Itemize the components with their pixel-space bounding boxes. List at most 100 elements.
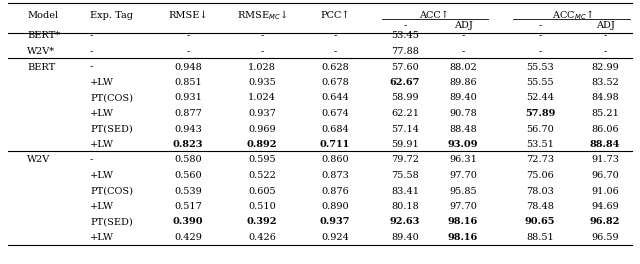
Text: 0.937: 0.937 (248, 109, 276, 118)
Text: 77.88: 77.88 (391, 47, 419, 56)
Text: +LW: +LW (90, 109, 114, 118)
Text: PCC↑: PCC↑ (320, 11, 349, 20)
Text: ADJ: ADJ (454, 21, 472, 31)
Text: W2V: W2V (27, 155, 51, 164)
Text: 98.16: 98.16 (448, 218, 478, 227)
Text: -: - (90, 47, 93, 56)
Text: 86.06: 86.06 (591, 125, 619, 134)
Text: 0.390: 0.390 (173, 218, 204, 227)
Text: 0.873: 0.873 (321, 171, 349, 180)
Text: 88.02: 88.02 (449, 63, 477, 72)
Text: 0.678: 0.678 (321, 78, 349, 87)
Text: 96.82: 96.82 (590, 218, 620, 227)
Text: -: - (90, 63, 93, 72)
Text: 1.024: 1.024 (248, 93, 276, 102)
Text: 75.06: 75.06 (526, 171, 554, 180)
Text: -: - (260, 47, 264, 56)
Text: BERT*: BERT* (27, 31, 60, 40)
Text: 75.58: 75.58 (391, 171, 419, 180)
Text: 88.48: 88.48 (449, 125, 477, 134)
Text: -: - (90, 155, 93, 164)
Text: 88.51: 88.51 (526, 233, 554, 242)
Text: -: - (461, 47, 465, 56)
Text: 0.517: 0.517 (174, 202, 202, 211)
Text: -: - (604, 47, 607, 56)
Text: -: - (538, 21, 541, 31)
Text: +LW: +LW (90, 140, 114, 149)
Text: 96.31: 96.31 (449, 155, 477, 164)
Text: 0.892: 0.892 (247, 140, 277, 149)
Text: 1.028: 1.028 (248, 63, 276, 72)
Text: -: - (333, 31, 337, 40)
Text: 56.70: 56.70 (526, 125, 554, 134)
Text: ACC↑: ACC↑ (419, 11, 449, 20)
Text: 0.937: 0.937 (320, 218, 350, 227)
Text: 0.510: 0.510 (248, 202, 276, 211)
Text: 0.924: 0.924 (321, 233, 349, 242)
Text: 83.52: 83.52 (591, 78, 619, 87)
Text: 96.59: 96.59 (591, 233, 619, 242)
Text: 72.73: 72.73 (526, 155, 554, 164)
Text: 79.72: 79.72 (391, 155, 419, 164)
Text: 78.03: 78.03 (526, 186, 554, 196)
Text: PT(COS): PT(COS) (90, 93, 133, 102)
Text: 0.860: 0.860 (321, 155, 349, 164)
Text: PT(SED): PT(SED) (90, 125, 132, 134)
Text: 89.86: 89.86 (449, 78, 477, 87)
Text: 0.580: 0.580 (174, 155, 202, 164)
Text: +LW: +LW (90, 202, 114, 211)
Text: 0.823: 0.823 (173, 140, 204, 149)
Text: 59.91: 59.91 (391, 140, 419, 149)
Text: 0.935: 0.935 (248, 78, 276, 87)
Text: +LW: +LW (90, 78, 114, 87)
Text: 0.943: 0.943 (174, 125, 202, 134)
Text: -: - (604, 31, 607, 40)
Text: -: - (260, 31, 264, 40)
Text: 0.426: 0.426 (248, 233, 276, 242)
Text: 52.44: 52.44 (526, 93, 554, 102)
Text: 0.560: 0.560 (174, 171, 202, 180)
Text: 57.60: 57.60 (391, 63, 419, 72)
Text: 55.53: 55.53 (526, 63, 554, 72)
Text: 97.70: 97.70 (449, 171, 477, 180)
Text: 93.09: 93.09 (448, 140, 478, 149)
Text: ADJ: ADJ (596, 21, 614, 31)
Text: 84.98: 84.98 (591, 93, 619, 102)
Text: 0.539: 0.539 (174, 186, 202, 196)
Text: 0.628: 0.628 (321, 63, 349, 72)
Text: 0.969: 0.969 (248, 125, 276, 134)
Text: -: - (186, 31, 189, 40)
Text: 0.522: 0.522 (248, 171, 276, 180)
Text: BERT: BERT (27, 63, 55, 72)
Text: 90.78: 90.78 (449, 109, 477, 118)
Text: 95.85: 95.85 (449, 186, 477, 196)
Text: 0.890: 0.890 (321, 202, 349, 211)
Text: +LW: +LW (90, 171, 114, 180)
Text: 85.21: 85.21 (591, 109, 619, 118)
Text: 53.45: 53.45 (391, 31, 419, 40)
Text: RMSE↓: RMSE↓ (168, 11, 208, 20)
Text: 92.63: 92.63 (390, 218, 420, 227)
Text: 88.84: 88.84 (590, 140, 620, 149)
Text: ACC$_{MC}$↑: ACC$_{MC}$↑ (552, 8, 593, 22)
Text: 62.67: 62.67 (390, 78, 420, 87)
Text: Model: Model (27, 11, 58, 20)
Text: 53.51: 53.51 (526, 140, 554, 149)
Text: 0.605: 0.605 (248, 186, 276, 196)
Text: 0.684: 0.684 (321, 125, 349, 134)
Text: 0.931: 0.931 (174, 93, 202, 102)
Text: 57.89: 57.89 (525, 109, 555, 118)
Text: 98.16: 98.16 (448, 233, 478, 242)
Text: 0.392: 0.392 (247, 218, 277, 227)
Text: 0.429: 0.429 (174, 233, 202, 242)
Text: 0.851: 0.851 (174, 78, 202, 87)
Text: 91.06: 91.06 (591, 186, 619, 196)
Text: 89.40: 89.40 (449, 93, 477, 102)
Text: 91.73: 91.73 (591, 155, 619, 164)
Text: W2V*: W2V* (27, 47, 55, 56)
Text: 96.70: 96.70 (591, 171, 619, 180)
Text: 94.69: 94.69 (591, 202, 619, 211)
Text: -: - (461, 31, 465, 40)
Text: RMSE$_{MC}$↓: RMSE$_{MC}$↓ (237, 8, 287, 22)
Text: 57.14: 57.14 (391, 125, 419, 134)
